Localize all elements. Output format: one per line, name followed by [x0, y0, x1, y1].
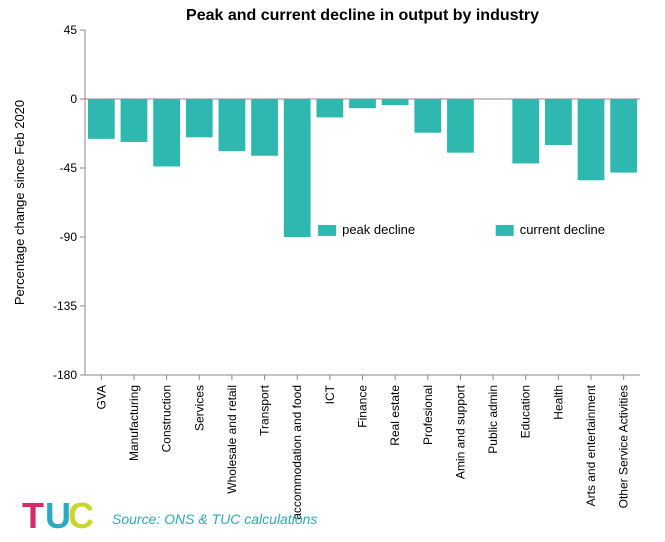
category-label: Public admin: [486, 385, 500, 454]
y-tick-label: 0: [70, 92, 77, 106]
y-tick-label: -90: [60, 230, 78, 244]
bar: [610, 99, 637, 173]
logo-letter: C: [68, 495, 94, 536]
category-label: Health: [551, 385, 565, 420]
legend-swatch: [318, 225, 336, 236]
y-axis-label: Percentage change since Feb 2020: [12, 100, 27, 305]
bar: [88, 99, 115, 139]
category-label: Transport: [258, 384, 272, 436]
category-label: Profesional: [421, 385, 435, 445]
y-tick-label: -135: [53, 299, 77, 313]
category-label: Services: [192, 385, 206, 431]
category-label: Other Service Activities: [617, 385, 631, 508]
bar: [447, 99, 474, 153]
source-text: Source: ONS & TUC calculations: [112, 511, 317, 527]
legend-label: peak decline: [342, 222, 415, 237]
bar: [349, 99, 376, 108]
bar: [121, 99, 148, 142]
bar: [219, 99, 246, 151]
category-label: Education: [519, 385, 533, 438]
bar: [512, 99, 539, 163]
bar: [251, 99, 278, 156]
category-label: Real estate: [388, 385, 402, 446]
y-tick-label: -45: [60, 161, 78, 175]
category-label: Arts and entertainment: [584, 384, 598, 506]
category-label: Manufacturing: [127, 385, 141, 461]
bar: [316, 99, 343, 117]
logo-letter: T: [22, 495, 44, 536]
legend-swatch: [496, 225, 514, 236]
chart-canvas: Peak and current decline in output by in…: [0, 0, 665, 542]
bar: [578, 99, 605, 180]
bar: [153, 99, 180, 166]
bar: [382, 99, 409, 105]
category-label: Wholesale and retail: [225, 385, 239, 494]
category-label: accommodation and food: [290, 385, 304, 520]
bar: [414, 99, 441, 133]
chart-title: Peak and current decline in output by in…: [186, 7, 539, 24]
category-label: Construction: [160, 385, 174, 452]
legend-label: current decline: [520, 222, 605, 237]
bar: [284, 99, 311, 237]
category-label: ICT: [323, 384, 337, 404]
y-tick-label: -180: [53, 368, 77, 382]
bar: [186, 99, 213, 137]
category-label: Finance: [356, 385, 370, 428]
category-label: Amin and support: [453, 384, 467, 479]
bar: [545, 99, 572, 145]
category-label: GVA: [94, 385, 108, 409]
y-tick-label: 45: [64, 23, 78, 37]
